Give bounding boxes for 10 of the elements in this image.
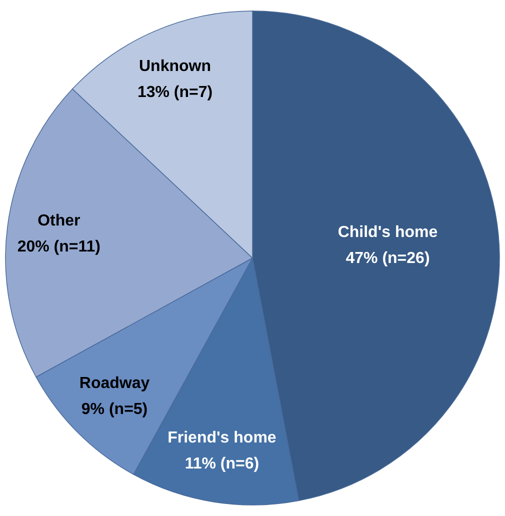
slice-label: Child's home	[338, 224, 438, 242]
data-label: 47% (n=26)	[346, 250, 430, 268]
data-label: 20% (n=11)	[17, 238, 100, 256]
data-label: 13% (n=7)	[137, 84, 213, 101]
slice-label: Other	[38, 212, 80, 230]
data-label: 11% (n=6)	[184, 456, 260, 473]
data-label: 9% (n=5)	[81, 400, 148, 418]
slice-label: Friend's home	[168, 430, 276, 447]
slice-label: Roadway	[79, 374, 150, 392]
slice-label: Unknown	[139, 58, 212, 75]
